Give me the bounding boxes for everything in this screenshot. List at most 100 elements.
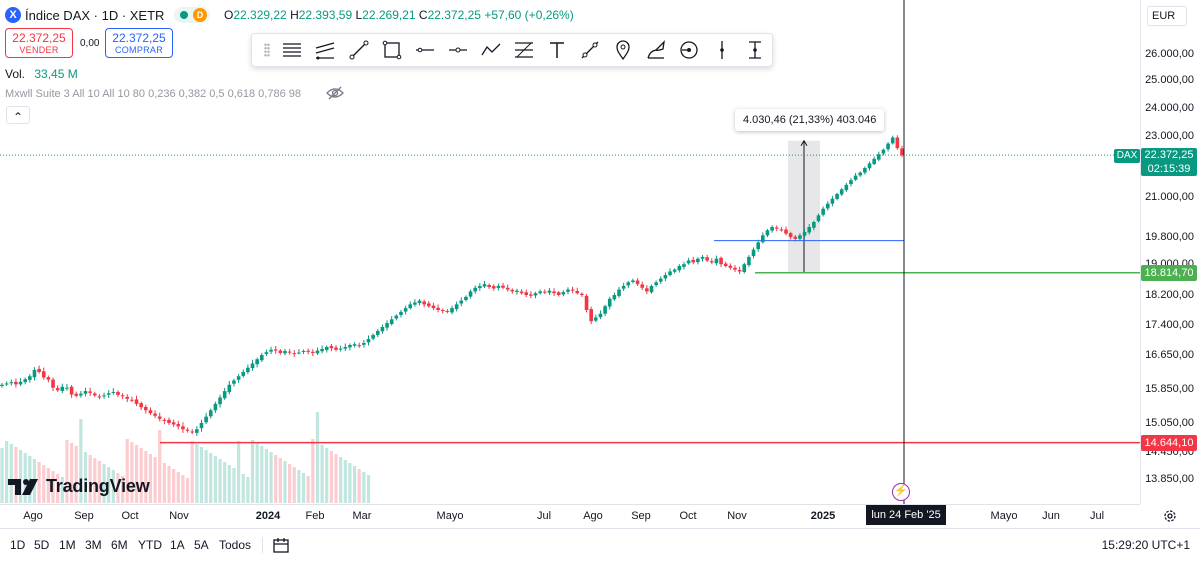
symbol-title[interactable]: Índice DAX · 1D · XETR — [25, 8, 165, 23]
volume-bar — [60, 477, 64, 503]
measure-tool-icon[interactable] — [574, 35, 607, 65]
candle-body — [538, 291, 542, 294]
candle-body — [825, 203, 830, 209]
vertical-line-tool-icon[interactable] — [706, 35, 739, 65]
candle-body — [213, 403, 218, 411]
candle-body — [334, 347, 338, 350]
path-tool-icon[interactable] — [474, 35, 507, 65]
currency-selector[interactable]: EUR — [1147, 6, 1187, 26]
candle-body — [65, 387, 69, 389]
candle-body — [208, 410, 213, 417]
candle-body — [311, 351, 315, 353]
candle-body — [454, 304, 459, 310]
horizontal-ray-tool-icon[interactable] — [441, 35, 474, 65]
time-axis[interactable]: Ago Sep Oct Nov 2024 Feb Mar Mayo Jul Ag… — [0, 504, 1140, 528]
trend-line-tool-icon[interactable] — [342, 35, 375, 65]
time-tick: 2025 — [810, 510, 836, 522]
market-status-badge[interactable]: D — [174, 7, 210, 23]
tradingview-logo[interactable]: TradingView — [8, 476, 150, 497]
open-value: 22.329,22 — [233, 8, 287, 22]
range-all-button[interactable]: Todos — [219, 538, 252, 552]
anchored-text-tool-icon[interactable] — [739, 35, 772, 65]
candle-body — [60, 386, 65, 391]
candle-body — [413, 302, 417, 305]
settings-gear-icon[interactable] — [1162, 508, 1178, 524]
brush-tool-icon[interactable] — [640, 35, 673, 65]
range-6m-button[interactable]: 6M — [111, 538, 128, 552]
candle-body — [167, 419, 171, 423]
time-tick: Oct — [679, 510, 697, 522]
clock-timezone[interactable]: 15:29:20 UTC+1 — [1101, 538, 1190, 552]
range-3m-button[interactable]: 3M — [85, 538, 102, 552]
symbol-logo[interactable]: X — [5, 7, 21, 23]
candle-body — [459, 300, 464, 304]
candle-body — [92, 393, 97, 396]
candle-body — [556, 292, 561, 295]
time-tick: Jul — [536, 510, 552, 522]
event-flash-icon[interactable]: ⚡ — [892, 483, 910, 501]
candle-body — [672, 269, 677, 272]
candle-body — [626, 282, 631, 286]
time-tick: Jul — [1089, 510, 1105, 522]
collapse-legend-button[interactable]: ⌃ — [6, 106, 30, 124]
rectangle-tool-icon[interactable] — [375, 35, 408, 65]
regression-channel-tool-icon[interactable] — [309, 35, 342, 65]
candle-body — [408, 304, 413, 309]
range-1m-button[interactable]: 1M — [59, 538, 76, 552]
candle-body — [255, 359, 259, 365]
horizontal-line-tool-icon[interactable] — [408, 35, 441, 65]
price-tick: 25.000,00 — [1145, 74, 1194, 86]
candle-body — [130, 399, 134, 401]
high-value: 22.393,59 — [298, 8, 353, 22]
time-tick: Sep — [74, 510, 94, 522]
range-1d-button[interactable]: 1D — [10, 538, 26, 552]
sell-button[interactable]: 22.372,25 VENDER — [5, 28, 73, 58]
visibility-eye-icon[interactable] — [326, 86, 344, 100]
candle-body — [603, 306, 607, 314]
candle-body — [394, 315, 399, 319]
volume-bar — [37, 462, 41, 503]
volume-bar — [366, 475, 371, 503]
candle-body — [399, 311, 403, 316]
range-5d-button[interactable]: 5D — [34, 538, 50, 552]
delayed-badge: D — [193, 8, 207, 22]
location-pin-icon[interactable] — [607, 35, 640, 65]
volume-bar — [23, 453, 27, 503]
range-ytd-button[interactable]: YTD — [138, 538, 162, 552]
range-5y-button[interactable]: 5A — [194, 538, 209, 552]
candle-body — [185, 429, 190, 431]
price-tick: 13.850,00 — [1145, 473, 1194, 485]
buy-button[interactable]: 22.372,25 COMPRAR — [105, 28, 173, 58]
calendar-range-icon[interactable] — [272, 536, 290, 554]
candle-body — [0, 384, 4, 387]
price-axis[interactable]: EUR 26.000,00 25.000,00 24.000,00 23.000… — [1140, 0, 1200, 504]
volume-bar — [42, 465, 46, 503]
green-line-price-tag[interactable]: 18.814,70 — [1141, 265, 1197, 281]
time-tick: Jun — [1042, 510, 1060, 522]
candle-body — [784, 229, 788, 234]
change-value: +57,60 (+0,26%) — [484, 8, 574, 22]
time-tick: Ago — [583, 510, 603, 522]
candle-body — [125, 396, 130, 399]
indicator-legend[interactable]: Mxwll Suite 3 All 10 All 10 80 0,236 0,3… — [5, 88, 301, 100]
range-1y-button[interactable]: 1A — [170, 538, 185, 552]
symbol-tag: DAX — [1114, 149, 1140, 163]
cycle-tool-icon[interactable] — [673, 35, 706, 65]
candle-body — [742, 264, 747, 273]
price-chart[interactable] — [0, 0, 1140, 504]
volume-bar — [0, 448, 4, 503]
drag-handle-icon[interactable] — [264, 43, 270, 57]
candle-body — [102, 395, 106, 397]
candle-body — [658, 278, 663, 282]
candle-body — [403, 308, 408, 312]
candle-body — [802, 232, 807, 236]
volume-bar — [185, 478, 190, 503]
text-tool-icon[interactable] — [540, 35, 573, 65]
chart-plot-area[interactable]: 4.030,46 (21,33%) 403.046 TradingView ⚡ — [0, 0, 1140, 504]
horizontal-lines-tool-icon[interactable] — [276, 35, 309, 65]
time-tick: Mayo — [990, 510, 1018, 522]
fib-retracement-tool-icon[interactable] — [507, 35, 540, 65]
candle-body — [338, 348, 343, 350]
red-line-price-tag[interactable]: 14.644,10 — [1141, 435, 1197, 451]
volume-bar — [172, 469, 176, 503]
